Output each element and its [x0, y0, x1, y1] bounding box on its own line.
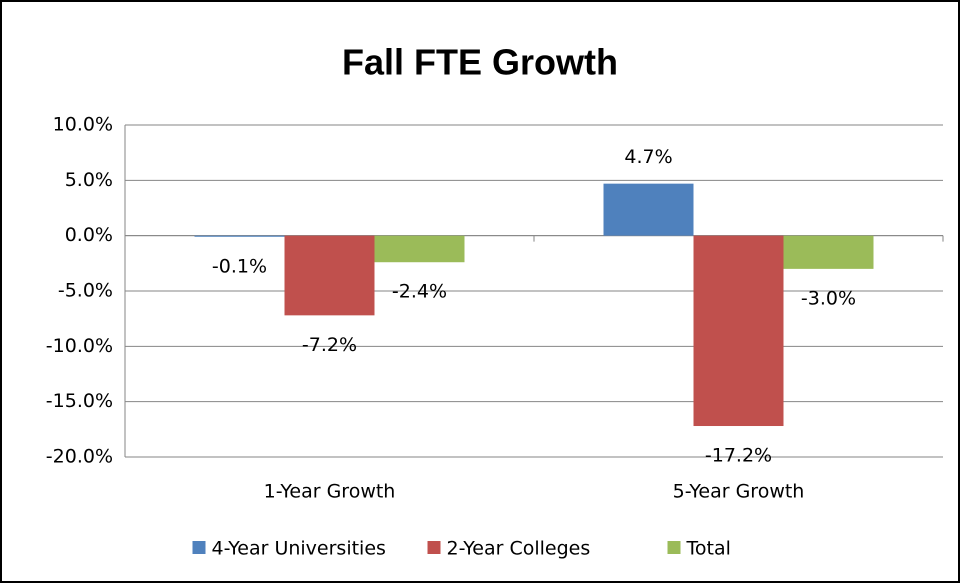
y-tick-label: -10.0%	[46, 335, 113, 357]
y-tick-label: -15.0%	[46, 390, 113, 412]
bar	[374, 235, 465, 263]
bar	[783, 235, 874, 269]
bar	[693, 235, 784, 427]
y-tick-label: 0.0%	[65, 224, 113, 246]
legend-swatch	[667, 541, 681, 554]
bar	[194, 235, 285, 237]
y-tick-label: -20.0%	[46, 446, 113, 468]
y-tick-label: 10.0%	[53, 114, 113, 136]
data-label: 4.7%	[624, 146, 672, 168]
data-label: -7.2%	[302, 334, 357, 356]
data-label: -0.1%	[212, 255, 267, 277]
legend-label: Total	[686, 538, 731, 560]
chart-title: Fall FTE Growth	[342, 42, 618, 83]
bar	[603, 183, 694, 236]
legend-swatch	[427, 541, 441, 554]
legend-swatch	[192, 541, 206, 554]
x-tick-label: 5-Year Growth	[673, 481, 805, 503]
y-tick-label: 5.0%	[65, 169, 113, 191]
x-tick-label: 1-Year Growth	[264, 481, 396, 503]
data-label: -17.2%	[705, 445, 772, 467]
legend-label: 2-Year Colleges	[447, 538, 591, 560]
data-label: -3.0%	[801, 287, 856, 309]
data-label: -2.4%	[392, 281, 447, 303]
legend-label: 4-Year Universities	[212, 538, 386, 560]
y-tick-label: -5.0%	[58, 280, 113, 302]
bar	[284, 235, 375, 316]
